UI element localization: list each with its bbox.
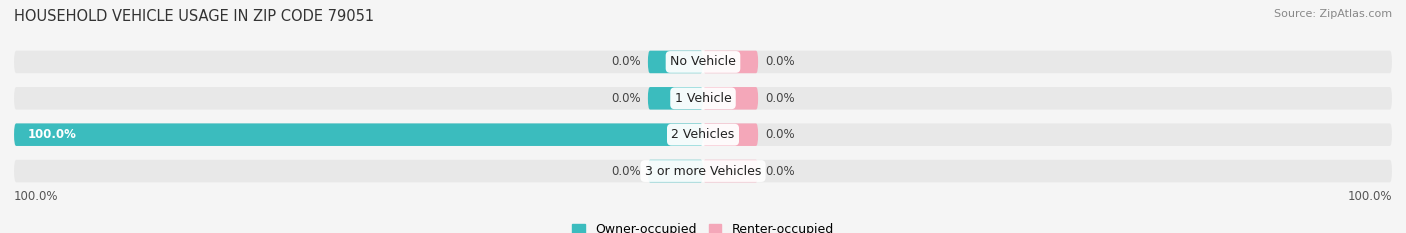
FancyBboxPatch shape (14, 51, 703, 73)
Text: 0.0%: 0.0% (765, 128, 794, 141)
Text: Source: ZipAtlas.com: Source: ZipAtlas.com (1274, 9, 1392, 19)
FancyBboxPatch shape (703, 87, 1392, 110)
FancyBboxPatch shape (14, 123, 703, 146)
Text: 0.0%: 0.0% (612, 55, 641, 69)
FancyBboxPatch shape (648, 51, 703, 73)
FancyBboxPatch shape (703, 123, 758, 146)
Text: No Vehicle: No Vehicle (671, 55, 735, 69)
Text: 0.0%: 0.0% (612, 164, 641, 178)
Text: 0.0%: 0.0% (765, 55, 794, 69)
Legend: Owner-occupied, Renter-occupied: Owner-occupied, Renter-occupied (568, 219, 838, 233)
Text: 0.0%: 0.0% (612, 92, 641, 105)
FancyBboxPatch shape (703, 160, 758, 182)
Text: 0.0%: 0.0% (765, 164, 794, 178)
Text: 100.0%: 100.0% (14, 190, 59, 203)
FancyBboxPatch shape (703, 123, 1392, 146)
Text: 2 Vehicles: 2 Vehicles (672, 128, 734, 141)
FancyBboxPatch shape (14, 87, 703, 110)
Text: 0.0%: 0.0% (765, 92, 794, 105)
Text: 100.0%: 100.0% (28, 128, 77, 141)
Text: 3 or more Vehicles: 3 or more Vehicles (645, 164, 761, 178)
FancyBboxPatch shape (703, 51, 758, 73)
FancyBboxPatch shape (648, 160, 703, 182)
FancyBboxPatch shape (703, 87, 758, 110)
FancyBboxPatch shape (14, 123, 703, 146)
FancyBboxPatch shape (648, 87, 703, 110)
Text: 1 Vehicle: 1 Vehicle (675, 92, 731, 105)
FancyBboxPatch shape (14, 160, 703, 182)
FancyBboxPatch shape (703, 160, 1392, 182)
Text: 100.0%: 100.0% (1347, 190, 1392, 203)
Text: HOUSEHOLD VEHICLE USAGE IN ZIP CODE 79051: HOUSEHOLD VEHICLE USAGE IN ZIP CODE 7905… (14, 9, 374, 24)
FancyBboxPatch shape (703, 51, 1392, 73)
